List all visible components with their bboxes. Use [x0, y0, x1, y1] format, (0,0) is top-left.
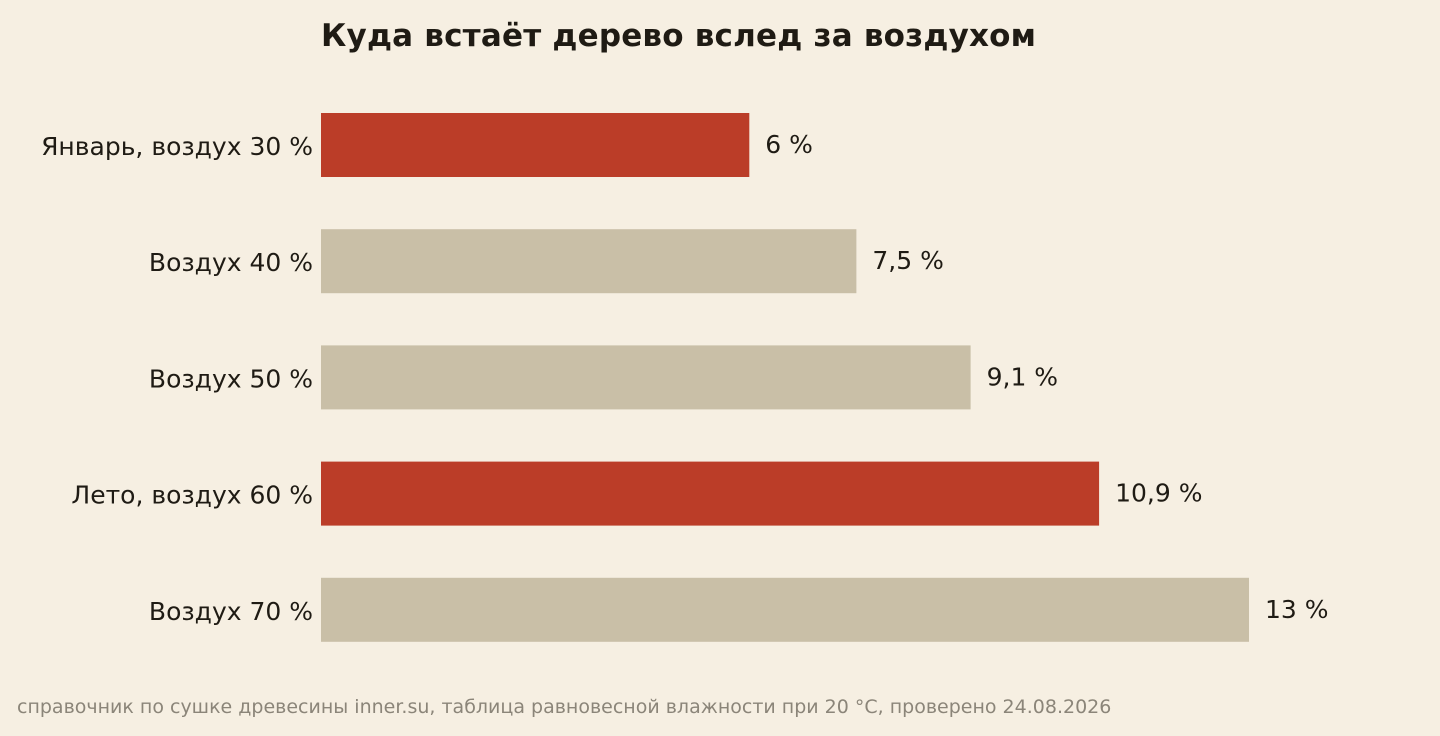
category-label-4: Лето, воздух 60 %	[71, 481, 313, 510]
bar-1	[321, 113, 750, 177]
value-label-2: 7,5 %	[872, 246, 943, 275]
category-label-2: Воздух 40 %	[149, 248, 313, 277]
value-label-1: 6 %	[765, 130, 813, 159]
value-label-5: 13 %	[1265, 595, 1329, 624]
bar-2	[321, 229, 857, 294]
bar-5	[321, 577, 1249, 642]
category-label-3: Воздух 50 %	[149, 364, 313, 393]
category-label-5: Воздух 70 %	[149, 597, 313, 626]
category-label-1: Январь, воздух 30 %	[41, 132, 313, 161]
value-label-3: 9,1 %	[987, 362, 1058, 391]
chart-title: Куда встаёт дерево вслед за воздухом	[321, 18, 1037, 54]
value-label-4: 10,9 %	[1115, 479, 1202, 508]
bar-4	[321, 461, 1100, 526]
bar-3	[321, 345, 971, 410]
source-note: справочник по сушке древесины inner.su, …	[17, 696, 1112, 718]
